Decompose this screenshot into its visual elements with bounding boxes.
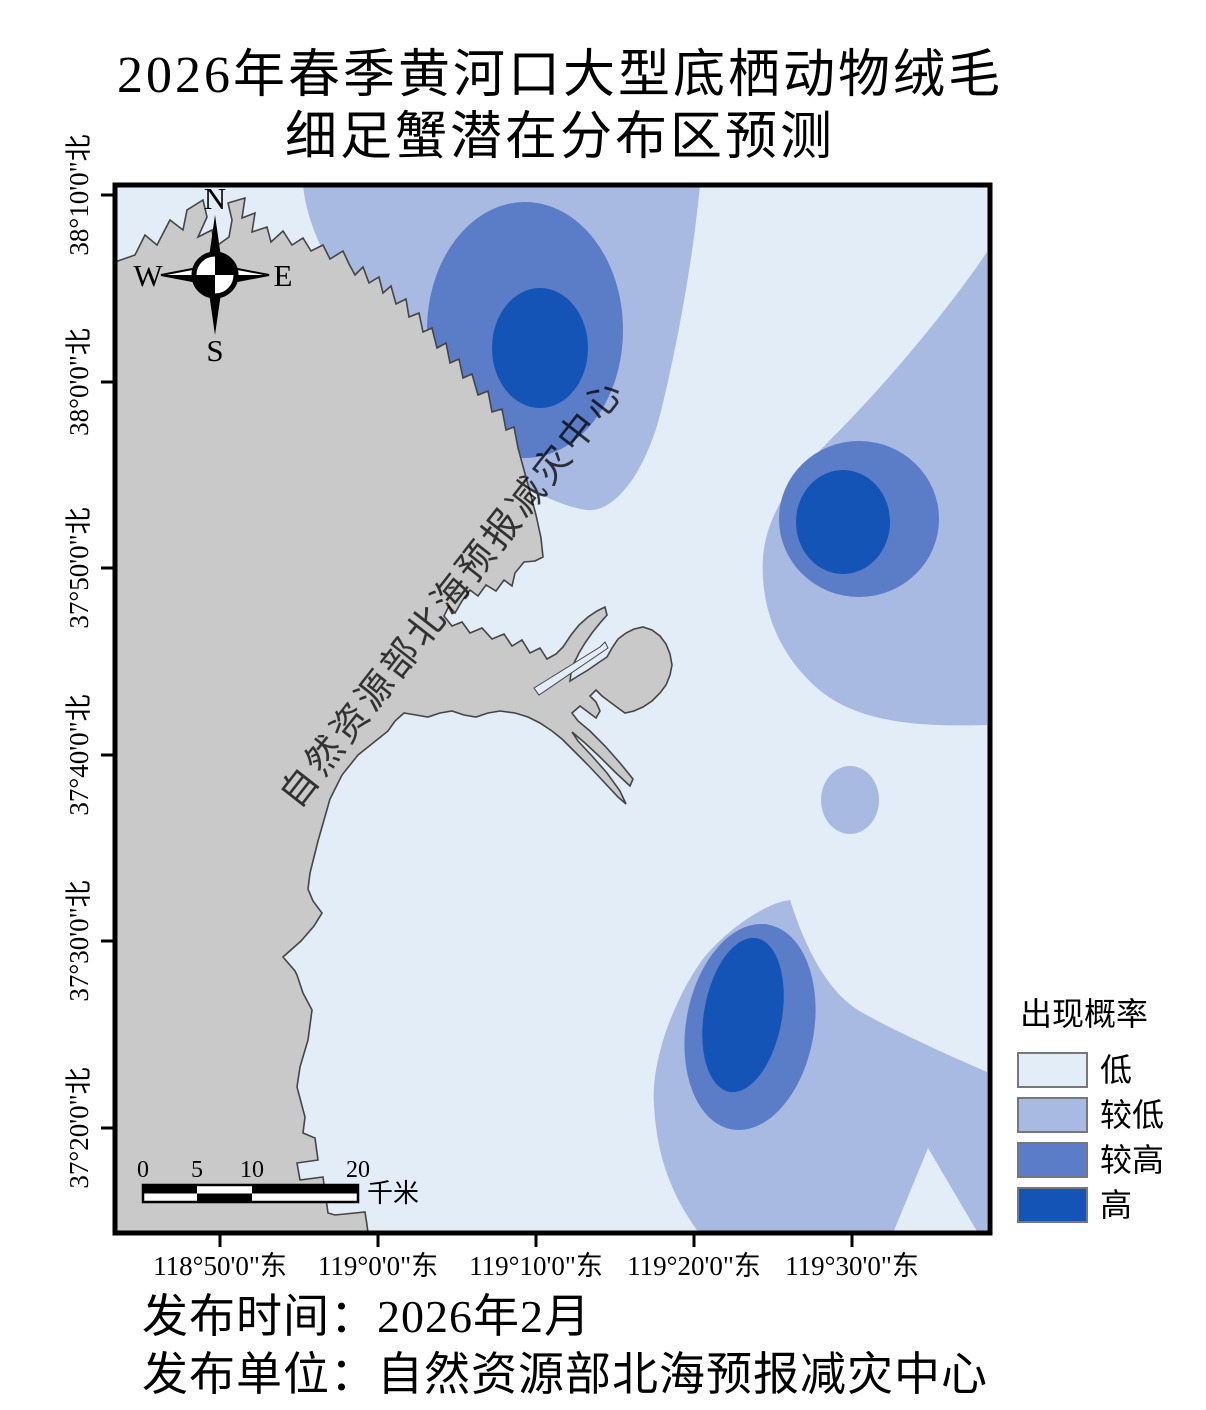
- map-canvas: 自然资源部北海预报减灾中心 N S W E 0 5: [112, 181, 993, 1236]
- north-high-zone: [492, 288, 588, 408]
- south-high-zone: [702, 937, 784, 1093]
- scale-seg: [252, 1193, 358, 1202]
- lon-label: 118°50'0"东: [153, 1251, 287, 1281]
- scale-tick-5: 5: [191, 1157, 203, 1183]
- scale-seg: [197, 1185, 252, 1194]
- legend-swatch-low: [1017, 1052, 1088, 1088]
- legend-title: 出现概率: [1020, 996, 1148, 1032]
- legend-swatch-high: [1017, 1187, 1088, 1223]
- compass-ne-quadrant: [215, 254, 236, 275]
- legend-label-low: 低: [1100, 1052, 1132, 1088]
- scale-tick-20: 20: [346, 1157, 370, 1183]
- small-rel-low-patch: [821, 766, 879, 834]
- lat-label: 37°20'0"北: [64, 1067, 94, 1188]
- scale-seg: [197, 1193, 252, 1202]
- east-high-zone: [796, 470, 890, 574]
- scale-unit-label: 千米: [367, 1179, 419, 1208]
- compass-label-e: E: [274, 258, 293, 293]
- lon-label: 119°10'0"东: [469, 1251, 603, 1281]
- map-title-line2: 细足蟹潜在分布区预测: [285, 109, 835, 166]
- latitude-labels: 38°10'0"北 38°0'0"北 37°50'0"北 37°40'0"北 3…: [64, 134, 94, 1188]
- legend-label-rel-high: 较高: [1100, 1142, 1164, 1178]
- axis-ticks: [101, 193, 854, 1247]
- map-title-line1: 2026年春季黄河口大型底栖动物绒毛: [117, 47, 1003, 104]
- longitude-labels: 118°50'0"东 119°0'0"东 119°10'0"东 119°20'0…: [153, 1251, 919, 1281]
- compass-label-n: N: [204, 181, 226, 216]
- lat-label: 37°40'0"北: [64, 694, 94, 815]
- compass-sw-quadrant: [194, 275, 215, 296]
- release-time: 发布时间：2026年2月: [142, 1291, 591, 1342]
- scale-tick-0: 0: [137, 1157, 149, 1183]
- scale-bar: 0 5 10 20 千米: [137, 1157, 419, 1208]
- lat-label: 37°30'0"北: [64, 880, 94, 1001]
- land-mass: [115, 196, 673, 1233]
- lat-label: 37°50'0"北: [64, 507, 94, 628]
- map-frame: [112, 182, 993, 1236]
- compass-label-w: W: [133, 258, 163, 293]
- compass-rose: N S W E: [133, 181, 293, 368]
- release-agency: 发布单位：自然资源部北海预报减灾中心: [142, 1349, 988, 1400]
- delta-channel: [533, 641, 609, 696]
- lat-label: 38°10'0"北: [64, 134, 94, 255]
- lon-label: 119°20'0"东: [627, 1251, 761, 1281]
- scale-seg: [143, 1193, 197, 1202]
- legend-swatch-rel-low: [1017, 1097, 1088, 1133]
- legend-label-rel-low: 较低: [1100, 1097, 1164, 1133]
- legend-swatch-rel-high: [1017, 1142, 1088, 1178]
- scale-tick-10: 10: [240, 1157, 264, 1183]
- lon-label: 119°0'0"东: [318, 1251, 438, 1281]
- lat-label: 38°0'0"北: [64, 328, 94, 436]
- scale-seg: [143, 1185, 197, 1194]
- legend: 出现概率 低 较低 较高 高: [1017, 996, 1164, 1223]
- legend-label-high: 高: [1100, 1187, 1132, 1223]
- compass-label-s: S: [206, 333, 223, 368]
- lon-label: 119°30'0"东: [785, 1251, 919, 1281]
- scale-bar-border: [141, 1183, 360, 1204]
- scale-seg: [252, 1185, 358, 1194]
